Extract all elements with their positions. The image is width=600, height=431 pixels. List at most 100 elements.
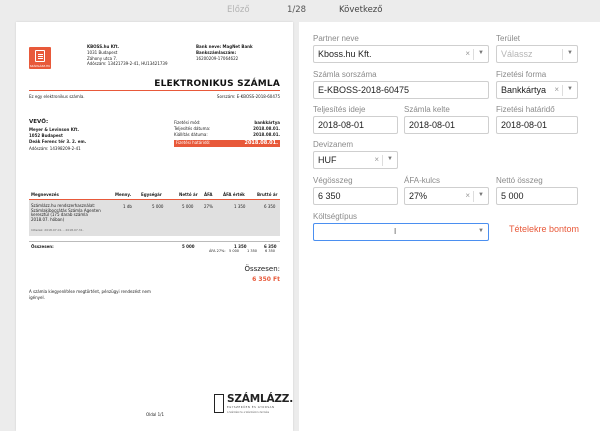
chevron-down-icon[interactable]: ▼ xyxy=(567,50,573,56)
chevron-down-icon[interactable]: ▼ xyxy=(478,228,484,234)
due-date-input[interactable]: 2018-08-01 xyxy=(496,116,578,134)
brand-subtext: A Számlázz.hu a Számlázz.hu terméke xyxy=(227,411,270,414)
desc-line: Számlázz.hu rendszerhasználat: xyxy=(31,203,96,208)
payment-method-select[interactable]: Bankkártya × ▼ xyxy=(496,81,578,99)
col-header: Nettó ár xyxy=(179,192,198,197)
select-separator xyxy=(562,85,563,96)
buyer-block: Meyer & Levinson Kft. 1052 Budapest Deák… xyxy=(29,127,86,152)
szamlazz-logo: SZÁMLÁZZ.HU xyxy=(29,47,51,69)
buyer-name: Meyer & Levinson Kft. xyxy=(29,127,79,132)
fulfillment-date-value: 2018-08-01 xyxy=(318,120,365,130)
item-qty: 1 db xyxy=(123,204,132,209)
page-number: Oldal 1/1 xyxy=(146,412,165,417)
partner-select[interactable]: Kboss.hu Kft. × ▼ xyxy=(313,45,489,63)
vat-rate-select[interactable]: 27% × ▼ xyxy=(404,187,489,205)
invoice-preview: SZÁMLÁZZ.HU KBOSS.hu Kft. 1031 Budapest … xyxy=(16,22,293,431)
meta-row: Fizetési mód: bankkártya xyxy=(174,120,280,126)
desc-line: keresztül (175 darab számla xyxy=(31,212,88,218)
select-separator xyxy=(473,191,474,202)
meta-value: bankkártya xyxy=(254,120,280,125)
clear-icon[interactable]: × xyxy=(554,85,559,94)
seller-tax: Adószám: 13421739-2-41, HU13421739 xyxy=(87,61,168,67)
bank-block: Bank neve: MagNet Bank Bankszámlaszám: 1… xyxy=(196,44,253,61)
gross-amount-label: Végösszeg xyxy=(313,176,353,185)
vat-rate-label: ÁFA-kulcs xyxy=(404,176,441,185)
gross-amount-input[interactable]: 6 350 xyxy=(313,187,398,205)
area-select[interactable]: Válassz ▼ xyxy=(496,45,578,63)
cost-type-label: Költségtípus xyxy=(313,212,358,221)
net-amount-input[interactable]: 5 000 xyxy=(496,187,578,205)
meta-label: Teljesítés dátuma: xyxy=(174,126,211,132)
page-counter: 1/28 xyxy=(287,5,307,15)
vat-gross: 6 350 xyxy=(265,249,276,253)
items-header: Megnevezés Menny. Egységár Nettó ár ÁFA … xyxy=(29,190,280,200)
issue-date-input[interactable]: 2018-08-01 xyxy=(404,116,489,134)
due-value: 2018.08.01. xyxy=(244,140,278,146)
cost-type-select[interactable]: I ▼ xyxy=(313,223,489,241)
partner-value: Kboss.hu Kft. xyxy=(318,49,372,59)
seller-address-1: 1031 Budapest xyxy=(87,49,118,55)
buyer-street: Deák Ferenc tér 3. 2. em. xyxy=(29,139,87,145)
desc-line: 2018.07. hóban) xyxy=(31,216,65,222)
col-header: ÁFA érték xyxy=(223,192,245,197)
item-vat-value: 1 350 xyxy=(234,204,246,209)
area-label: Terület xyxy=(496,34,521,43)
payment-note: A számla kiegyenlítése megtörtént, pénzü… xyxy=(29,289,151,300)
net-amount-value: 5 000 xyxy=(501,191,524,201)
pager-bar: Előző 1/28 Következő xyxy=(0,0,600,20)
vat-net: 5 000 xyxy=(229,249,240,253)
gross-amount-value: 6 350 xyxy=(318,191,341,201)
buyer-tax: Adószám: 14398209-2-41 xyxy=(29,145,81,151)
prev-button[interactable]: Előző xyxy=(227,5,250,15)
invoice-number-value: E-KBOSS-2018-60475 xyxy=(318,85,410,95)
currency-select[interactable]: HUF × ▼ xyxy=(313,151,398,169)
sum-net: 5 000 xyxy=(182,244,195,249)
meta-value: 2018.08.01. xyxy=(253,126,280,132)
item-period: Időszak: 2018.07.01. - 2018.07.31. xyxy=(31,228,84,232)
issue-date-value: 2018-08-01 xyxy=(409,120,456,130)
due-date-value: 2018-08-01 xyxy=(501,120,548,130)
total-value: 6 350 Ft xyxy=(252,276,280,283)
vat-breakdown: ÁFA 27%: 5 000 1 350 6 350 xyxy=(29,249,280,255)
invoice-number-label: Számla sorszáma xyxy=(313,70,377,79)
chevron-down-icon[interactable]: ▼ xyxy=(478,192,484,198)
clear-icon[interactable]: × xyxy=(374,155,379,164)
logo-text: SZÁMLÁZZ.HU xyxy=(29,64,51,68)
vat-rate-value: 27% xyxy=(409,191,428,201)
split-items-link[interactable]: Tételekre bontom xyxy=(509,224,580,234)
chevron-down-icon[interactable]: ▼ xyxy=(567,86,573,92)
title-divider xyxy=(29,90,280,91)
invoice-number-line: Sorszám: E-KBOSS-2018-60475 xyxy=(216,94,280,99)
payment-method-value: Bankkártya xyxy=(501,85,547,95)
col-header: Bruttó ár xyxy=(257,192,278,197)
net-amount-label: Nettó összeg xyxy=(496,176,543,185)
next-button[interactable]: Következő xyxy=(339,5,383,15)
item-vat: 27% xyxy=(204,204,213,209)
invoice-form: Partner neve Kboss.hu Kft. × ▼ Terület V… xyxy=(299,22,600,431)
items-table: Megnevezés Menny. Egységár Nettó ár ÁFA … xyxy=(29,190,280,251)
items-sum: Összesen: 5 000 1 350 6 350 xyxy=(29,241,280,251)
chevron-down-icon[interactable]: ▼ xyxy=(478,50,484,56)
col-header: Megnevezés xyxy=(31,192,59,197)
clear-icon[interactable]: × xyxy=(465,49,470,58)
invoice-meta: Fizetési mód: bankkártya Teljesítés dátum… xyxy=(174,120,280,147)
fulfillment-date-input[interactable]: 2018-08-01 xyxy=(313,116,398,134)
seller-block: KBOSS.hu Kft. 1031 Budapest Záhony utca … xyxy=(87,44,168,67)
seller-name: KBOSS.hu Kft. xyxy=(87,44,120,49)
partner-label: Partner neve xyxy=(313,34,359,43)
meta-row: Kiállítás dátuma: 2018.08.01. xyxy=(174,132,280,138)
payment-method-label: Fizetési forma xyxy=(496,70,547,79)
currency-label: Devizanem xyxy=(313,140,354,149)
meta-value: 2018.08.01. xyxy=(253,132,280,138)
sum-vat-value: 1 350 xyxy=(234,244,247,249)
sum-gross: 6 350 xyxy=(264,244,277,249)
currency-value: HUF xyxy=(318,155,337,165)
text-cursor-icon: I xyxy=(394,227,397,236)
fulfillment-date-label: Teljesítés ideje xyxy=(313,105,366,114)
chevron-down-icon[interactable]: ▼ xyxy=(387,156,393,162)
meta-label: Kiállítás dátuma: xyxy=(174,132,208,138)
item-net: 5 000 xyxy=(182,204,194,209)
clear-icon[interactable]: × xyxy=(465,191,470,200)
invoice-number-input[interactable]: E-KBOSS-2018-60475 xyxy=(313,81,489,99)
select-separator xyxy=(382,155,383,166)
